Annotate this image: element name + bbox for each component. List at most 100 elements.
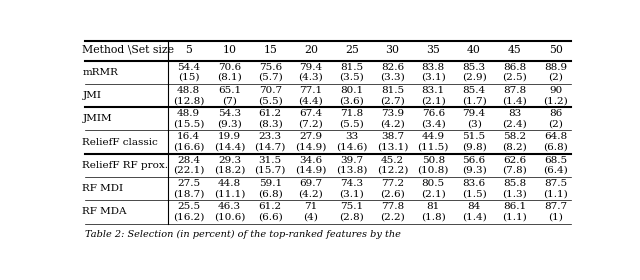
Text: (1.4): (1.4) [502,96,527,105]
Text: 80.1: 80.1 [340,86,364,95]
Text: (4.4): (4.4) [299,96,323,105]
Text: 48.9: 48.9 [177,109,200,118]
Text: 54.3: 54.3 [218,109,241,118]
Text: (1.3): (1.3) [502,189,527,198]
Text: 56.6: 56.6 [463,156,486,165]
Text: (14.9): (14.9) [295,143,326,152]
Text: (2): (2) [548,119,563,129]
Text: (2.8): (2.8) [339,213,364,221]
Text: (15.5): (15.5) [173,119,204,129]
Text: (16.6): (16.6) [173,143,204,152]
Text: (8.3): (8.3) [258,119,283,129]
Text: 28.4: 28.4 [177,156,200,165]
Text: (6.8): (6.8) [258,189,283,198]
Text: 30: 30 [385,45,399,55]
Text: (3): (3) [467,119,481,129]
Text: (14.4): (14.4) [214,143,245,152]
Text: 54.4: 54.4 [177,62,200,72]
Text: 77.2: 77.2 [381,179,404,188]
Text: 77.1: 77.1 [300,86,323,95]
Text: 27.9: 27.9 [300,132,323,141]
Text: 87.5: 87.5 [544,179,567,188]
Text: 61.2: 61.2 [259,202,282,211]
Text: 16.4: 16.4 [177,132,200,141]
Text: (3.4): (3.4) [421,119,445,129]
Text: 68.5: 68.5 [544,156,567,165]
Text: 81: 81 [427,202,440,211]
Text: 87.7: 87.7 [544,202,567,211]
Text: (6.6): (6.6) [258,213,283,221]
Text: 74.3: 74.3 [340,179,364,188]
Text: (4.2): (4.2) [299,189,323,198]
Text: 19.9: 19.9 [218,132,241,141]
Text: 27.5: 27.5 [177,179,200,188]
Text: (13.1): (13.1) [377,143,408,152]
Text: (9.3): (9.3) [461,166,486,175]
Text: (22.1): (22.1) [173,166,204,175]
Text: (1.1): (1.1) [543,189,568,198]
Text: 75.6: 75.6 [259,62,282,72]
Text: 75.1: 75.1 [340,202,364,211]
Text: 10: 10 [223,45,236,55]
Text: 87.8: 87.8 [503,86,527,95]
Text: 86: 86 [549,109,562,118]
Text: 38.7: 38.7 [381,132,404,141]
Text: 20: 20 [304,45,318,55]
Text: (8.2): (8.2) [502,143,527,152]
Text: 59.1: 59.1 [259,179,282,188]
Text: Table 2: Selection (in percent) of the top-ranked features by the: Table 2: Selection (in percent) of the t… [85,230,401,239]
Text: 67.4: 67.4 [300,109,323,118]
Text: (2.1): (2.1) [421,189,445,198]
Text: (1.5): (1.5) [461,189,486,198]
Text: 71: 71 [305,202,317,211]
Text: 64.8: 64.8 [544,132,567,141]
Text: 44.8: 44.8 [218,179,241,188]
Text: 25.5: 25.5 [177,202,200,211]
Text: 85.8: 85.8 [503,179,527,188]
Text: (1.8): (1.8) [421,213,445,221]
Text: (3.5): (3.5) [339,73,364,82]
Text: 88.9: 88.9 [544,62,567,72]
Text: 34.6: 34.6 [300,156,323,165]
Text: (15.7): (15.7) [255,166,286,175]
Text: 50: 50 [548,45,563,55]
Text: 81.5: 81.5 [340,62,364,72]
Text: (5.7): (5.7) [258,73,283,82]
Text: (7.8): (7.8) [502,166,527,175]
Text: (15): (15) [178,73,200,82]
Text: 84: 84 [467,202,481,211]
Text: (12.8): (12.8) [173,96,204,105]
Text: (10.6): (10.6) [214,213,245,221]
Text: (10.8): (10.8) [418,166,449,175]
Text: ReliefF RF prox.: ReliefF RF prox. [83,161,168,170]
Text: 31.5: 31.5 [259,156,282,165]
Text: (2.1): (2.1) [421,96,445,105]
Text: (18.7): (18.7) [173,189,204,198]
Text: (12.2): (12.2) [377,166,408,175]
Text: 83.1: 83.1 [422,86,445,95]
Text: 79.4: 79.4 [463,109,486,118]
Text: JMIM: JMIM [83,114,112,123]
Text: RF MDA: RF MDA [83,207,127,216]
Text: 39.7: 39.7 [340,156,364,165]
Text: 62.6: 62.6 [503,156,527,165]
Text: (1.4): (1.4) [461,213,486,221]
Text: JMI: JMI [83,91,102,100]
Text: 76.6: 76.6 [422,109,445,118]
Text: 85.4: 85.4 [463,86,486,95]
Text: (18.2): (18.2) [214,166,245,175]
Text: 86.1: 86.1 [503,202,527,211]
Text: (8.1): (8.1) [217,73,242,82]
Text: RF MDI: RF MDI [83,184,124,193]
Text: (2.2): (2.2) [380,213,405,221]
Text: (1): (1) [548,213,563,221]
Text: 70.7: 70.7 [259,86,282,95]
Text: 86.8: 86.8 [503,62,527,72]
Text: (4.2): (4.2) [380,119,405,129]
Text: 15: 15 [263,45,277,55]
Text: (5.5): (5.5) [339,119,364,129]
Text: (3.1): (3.1) [421,73,445,82]
Text: 25: 25 [345,45,358,55]
Text: 33: 33 [345,132,358,141]
Text: 85.3: 85.3 [463,62,486,72]
